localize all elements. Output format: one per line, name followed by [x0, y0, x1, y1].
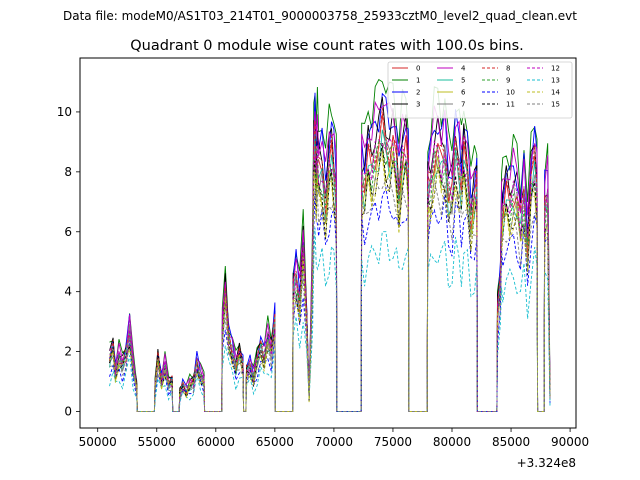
- series-line-2: [109, 92, 551, 412]
- series-line-14: [109, 155, 551, 412]
- x-tick-label: 80000: [433, 435, 471, 449]
- y-axis: 0 2 4 6 8 10: [57, 105, 80, 419]
- y-tick-label: 8: [64, 165, 72, 179]
- legend-label-1: 1: [416, 77, 420, 85]
- legend-label-14: 14: [551, 89, 560, 97]
- y-tick-label: 4: [64, 285, 72, 299]
- axes-frame: [79, 57, 577, 429]
- x-offset-label: +3.324e8: [517, 456, 576, 470]
- x-tick-label: 60000: [197, 435, 235, 449]
- legend-label-7: 7: [461, 101, 465, 109]
- legend-label-0: 0: [416, 65, 420, 73]
- x-tick-label: 85000: [492, 435, 530, 449]
- x-tick-label: 90000: [551, 435, 589, 449]
- y-tick-label: 10: [57, 105, 72, 119]
- legend-label-11: 11: [506, 101, 515, 109]
- x-tick-label: 50000: [79, 435, 117, 449]
- legend-label-9: 9: [506, 77, 510, 85]
- legend-label-4: 4: [461, 65, 466, 73]
- legend-label-15: 15: [551, 101, 560, 109]
- series-layer: [109, 78, 551, 412]
- x-tick-label: 65000: [256, 435, 294, 449]
- legend-label-12: 12: [551, 65, 560, 73]
- series-line-6: [109, 150, 551, 412]
- legend-label-3: 3: [416, 101, 420, 109]
- x-axis: 50000 55000 60000 65000 70000 75000 80000 85000…: [79, 428, 589, 449]
- chart-title: Quadrant 0 module wise count rates with …: [130, 38, 524, 54]
- chart-suptitle: Data file: modeM0/AS1T03_214T01_90000037…: [63, 9, 577, 23]
- legend-label-6: 6: [461, 89, 466, 97]
- y-tick-label: 6: [64, 225, 72, 239]
- legend-label-5: 5: [461, 77, 465, 85]
- series-line-1: [109, 78, 551, 412]
- legend-label-13: 13: [551, 77, 560, 85]
- series-line-15: [109, 176, 551, 412]
- plot-area: [79, 57, 577, 429]
- x-tick-label: 75000: [374, 435, 412, 449]
- legend-label-2: 2: [416, 89, 420, 97]
- legend-frame: [387, 61, 573, 119]
- x-tick-label: 70000: [315, 435, 353, 449]
- y-tick-label: 2: [64, 345, 72, 359]
- series-line-13: [109, 227, 551, 412]
- legend-label-10: 10: [506, 89, 515, 97]
- y-tick-label: 0: [64, 405, 72, 419]
- legend-label-8: 8: [506, 65, 510, 73]
- x-tick-label: 55000: [138, 435, 176, 449]
- series-line-10: [109, 186, 551, 412]
